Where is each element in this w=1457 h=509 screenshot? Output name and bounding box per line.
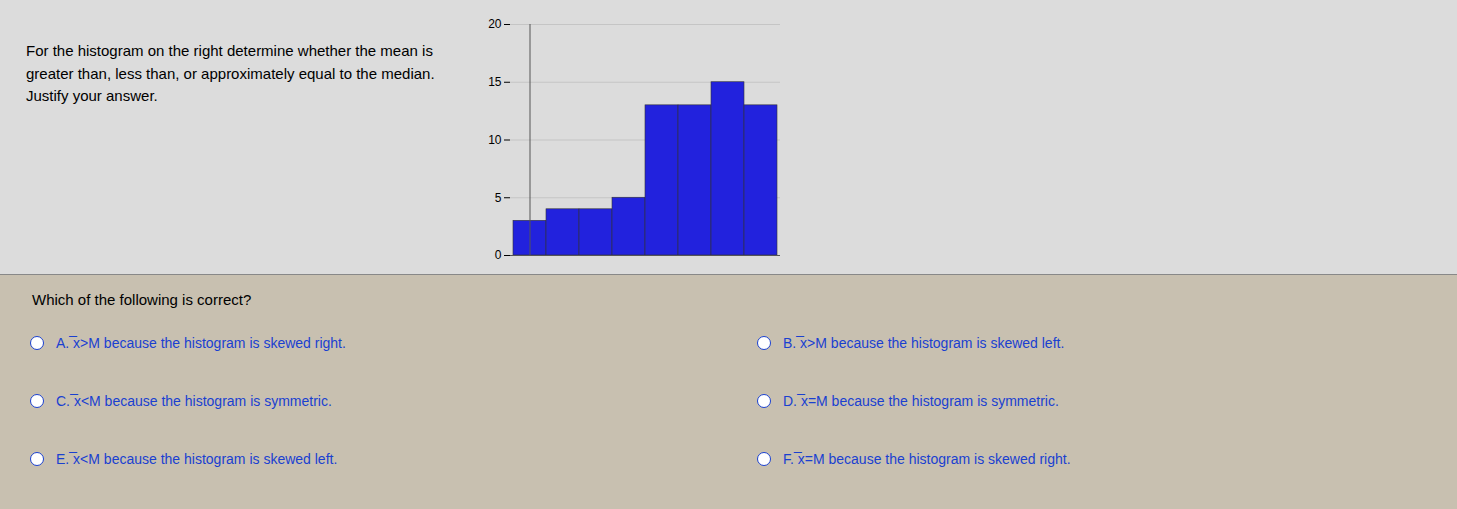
html-text:C. ̅x<M because the histogram: C. ̅x<M because the histogram is symmetr… [56, 393, 332, 409]
svg-text:0: 0 [495, 248, 502, 262]
html-text:D. ̅x=M because the histogram: D. ̅x=M because the histogram is symmetr… [783, 393, 1059, 409]
svg-text:15: 15 [488, 75, 502, 89]
svg-text:5: 5 [495, 191, 502, 205]
html-text:E. ̅x<M because the histogram: E. ̅x<M because the histogram is skewed … [56, 451, 338, 467]
html-text:For the histogram on the right: For the histogram on the right determine… [26, 42, 435, 104]
html-text:A. ̅x>M because the histogram: A. ̅x>M because the histogram is skewed … [56, 335, 346, 351]
svg-text:20: 20 [488, 17, 502, 31]
html-text:B. ̅x>M because the histogram: B. ̅x>M because the histogram is skewed … [783, 335, 1065, 351]
svg-text:10: 10 [488, 133, 502, 147]
html-text:F. ̅x=M because the histogram: F. ̅x=M because the histogram is skewed … [783, 451, 1071, 467]
html-text:Which of the following is corr: Which of the following is correct? [32, 291, 252, 308]
